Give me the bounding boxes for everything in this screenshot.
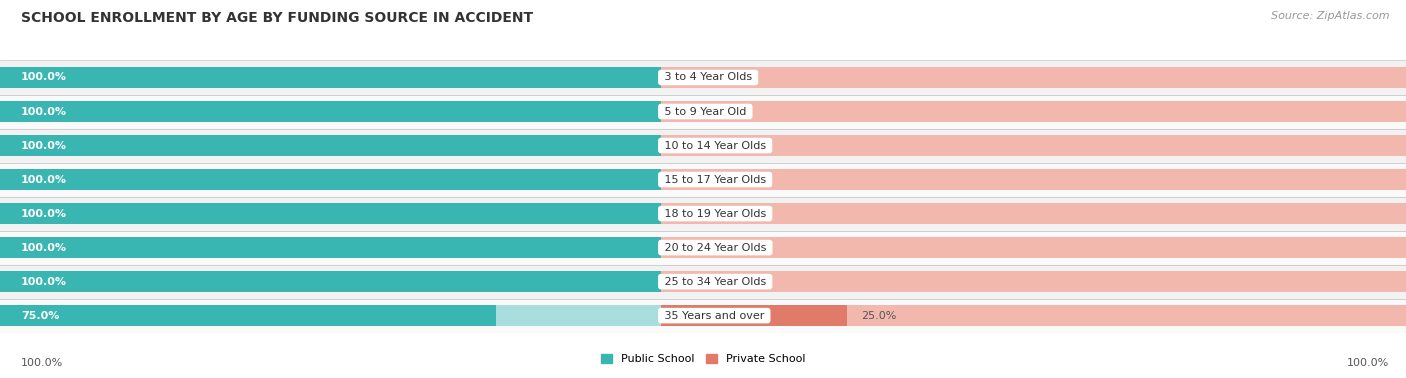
Bar [0,265,1406,299]
Bar [0,169,661,190]
Bar [0,271,661,292]
Text: 20 to 24 Year Olds: 20 to 24 Year Olds [661,243,769,253]
Bar [0,237,661,258]
Bar [661,305,1406,326]
Text: 35 Years and over: 35 Years and over [661,311,768,321]
Bar [0,67,661,88]
Bar [0,135,661,156]
Bar [0,101,661,122]
Text: 0.0%: 0.0% [675,107,703,116]
Bar [661,203,1406,224]
Text: 100.0%: 100.0% [1347,358,1389,368]
Bar [0,129,1406,163]
Text: 100.0%: 100.0% [21,141,67,150]
Text: 25.0%: 25.0% [860,311,897,321]
Bar [0,237,661,258]
Bar [0,101,661,122]
Text: 25 to 34 Year Olds: 25 to 34 Year Olds [661,277,769,287]
Bar [0,305,496,326]
Bar [0,231,1406,265]
Bar [661,271,1406,292]
Bar [0,169,661,190]
Bar [0,203,661,224]
Text: 0.0%: 0.0% [675,277,703,287]
Bar [0,67,661,88]
Text: 0.0%: 0.0% [675,141,703,150]
Text: 0.0%: 0.0% [675,209,703,218]
Bar [0,163,1406,197]
Bar [0,60,1406,94]
Bar [661,237,1406,258]
Text: 18 to 19 Year Olds: 18 to 19 Year Olds [661,209,769,218]
Bar [0,203,661,224]
Bar [0,94,1406,129]
Text: 0.0%: 0.0% [675,73,703,82]
Text: 3 to 4 Year Olds: 3 to 4 Year Olds [661,73,755,82]
Text: 10 to 14 Year Olds: 10 to 14 Year Olds [661,141,769,150]
Bar [661,135,1406,156]
Text: 75.0%: 75.0% [21,311,59,321]
Bar [0,271,661,292]
Text: 100.0%: 100.0% [21,277,67,287]
Text: 5 to 9 Year Old: 5 to 9 Year Old [661,107,749,116]
Bar [661,101,1406,122]
Bar [0,305,661,326]
Text: 100.0%: 100.0% [21,243,67,253]
Bar [661,169,1406,190]
Text: SCHOOL ENROLLMENT BY AGE BY FUNDING SOURCE IN ACCIDENT: SCHOOL ENROLLMENT BY AGE BY FUNDING SOUR… [21,11,533,25]
Bar [0,197,1406,231]
Legend: Public School, Private School: Public School, Private School [596,350,810,369]
Bar [661,67,1406,88]
Text: 0.0%: 0.0% [675,243,703,253]
Bar [0,135,661,156]
Bar [0,299,1406,333]
Text: 100.0%: 100.0% [21,175,67,184]
Text: 0.0%: 0.0% [675,175,703,184]
Bar [661,305,846,326]
Text: 100.0%: 100.0% [21,358,63,368]
Text: 100.0%: 100.0% [21,107,67,116]
Text: 100.0%: 100.0% [21,73,67,82]
Text: 100.0%: 100.0% [21,209,67,218]
Text: Source: ZipAtlas.com: Source: ZipAtlas.com [1271,11,1389,21]
Text: 15 to 17 Year Olds: 15 to 17 Year Olds [661,175,769,184]
